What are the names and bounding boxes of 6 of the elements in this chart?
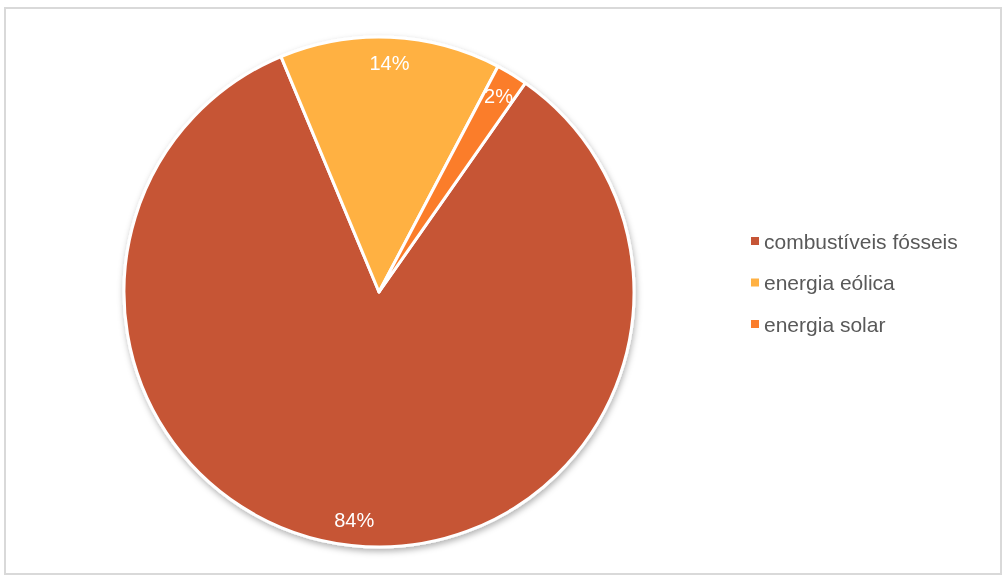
data-label: 14% (369, 51, 410, 74)
data-label: 84% (334, 509, 375, 532)
legend-label: combustíveis fósseis (764, 229, 958, 253)
legend-label: energia solar (764, 312, 886, 336)
legend-label: energia eólica (764, 271, 896, 294)
data-label: 2% (484, 85, 514, 108)
